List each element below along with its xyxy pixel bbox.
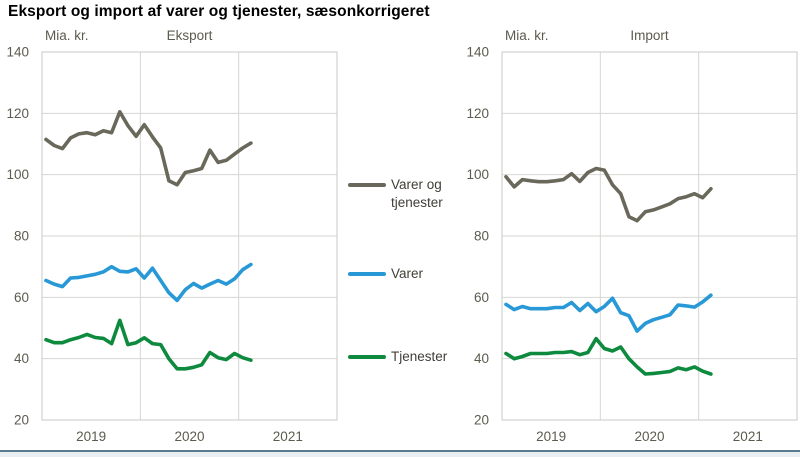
x-year-label: 2020 [174, 429, 204, 444]
x-year-label: 2020 [634, 429, 664, 444]
x-year-label: 2021 [273, 429, 303, 444]
y-tick-label: 140 [466, 45, 489, 60]
y-tick-label: 120 [466, 106, 489, 121]
footer-band [0, 452, 800, 457]
plot-frame [41, 51, 338, 421]
y-tick-label: 20 [14, 413, 29, 428]
chart-title: Eksport [167, 28, 213, 43]
legend-item-varer-og-tjenester: Varer og tjenester [348, 176, 466, 211]
legend-label: Varer [391, 266, 424, 281]
series-line-varer [44, 262, 253, 303]
legend-item-tjenester: Tjenester [348, 348, 466, 366]
y-tick-label: 40 [474, 351, 489, 366]
page-title: Eksport og import af varer og tjenester,… [8, 3, 430, 20]
y-tick-label: 80 [474, 229, 489, 244]
y-tick-label: 40 [14, 351, 29, 366]
y-tick-label: 80 [14, 229, 29, 244]
legend-label: Tjenester [391, 349, 448, 364]
y-tick-label: 120 [6, 106, 29, 121]
y-tick-label: 100 [466, 167, 489, 182]
x-year-label: 2019 [76, 429, 106, 444]
legend-swatch-varer-og-tjenester [348, 183, 386, 187]
x-year-label: 2019 [536, 429, 566, 444]
chart-eksport: 140 120 100 80 60 40 20 Mia. kr. Eksport 2019 2020… [6, 28, 338, 444]
y-tick-label: 60 [14, 290, 29, 305]
series-line-varer [504, 293, 713, 333]
y-tick-label: 20 [474, 413, 489, 428]
y-tick-label: 140 [6, 45, 29, 60]
legend-label: Varer og tjenester [391, 177, 443, 210]
series-line-varer-og-tjenester [44, 110, 253, 187]
series-line-tjenester [44, 318, 253, 371]
legend-item-varer: Varer [348, 265, 466, 283]
chart-import: 140 120 100 80 60 40 20 Mia. kr. Import 2019 2020 2… [466, 28, 798, 444]
plot-frame [501, 51, 798, 421]
unit-label: Mia. kr. [45, 28, 89, 43]
unit-label: Mia. kr. [505, 28, 549, 43]
legend-swatch-tjenester [348, 355, 386, 359]
series-line-tjenester [504, 336, 713, 376]
series-line-varer-og-tjenester [504, 166, 713, 223]
legend-swatch-varer [348, 272, 386, 276]
x-year-label: 2021 [733, 429, 763, 444]
footer-accent-line [0, 450, 800, 452]
chart-title: Import [630, 28, 669, 43]
y-tick-label: 60 [474, 290, 489, 305]
y-tick-label: 100 [6, 167, 29, 182]
